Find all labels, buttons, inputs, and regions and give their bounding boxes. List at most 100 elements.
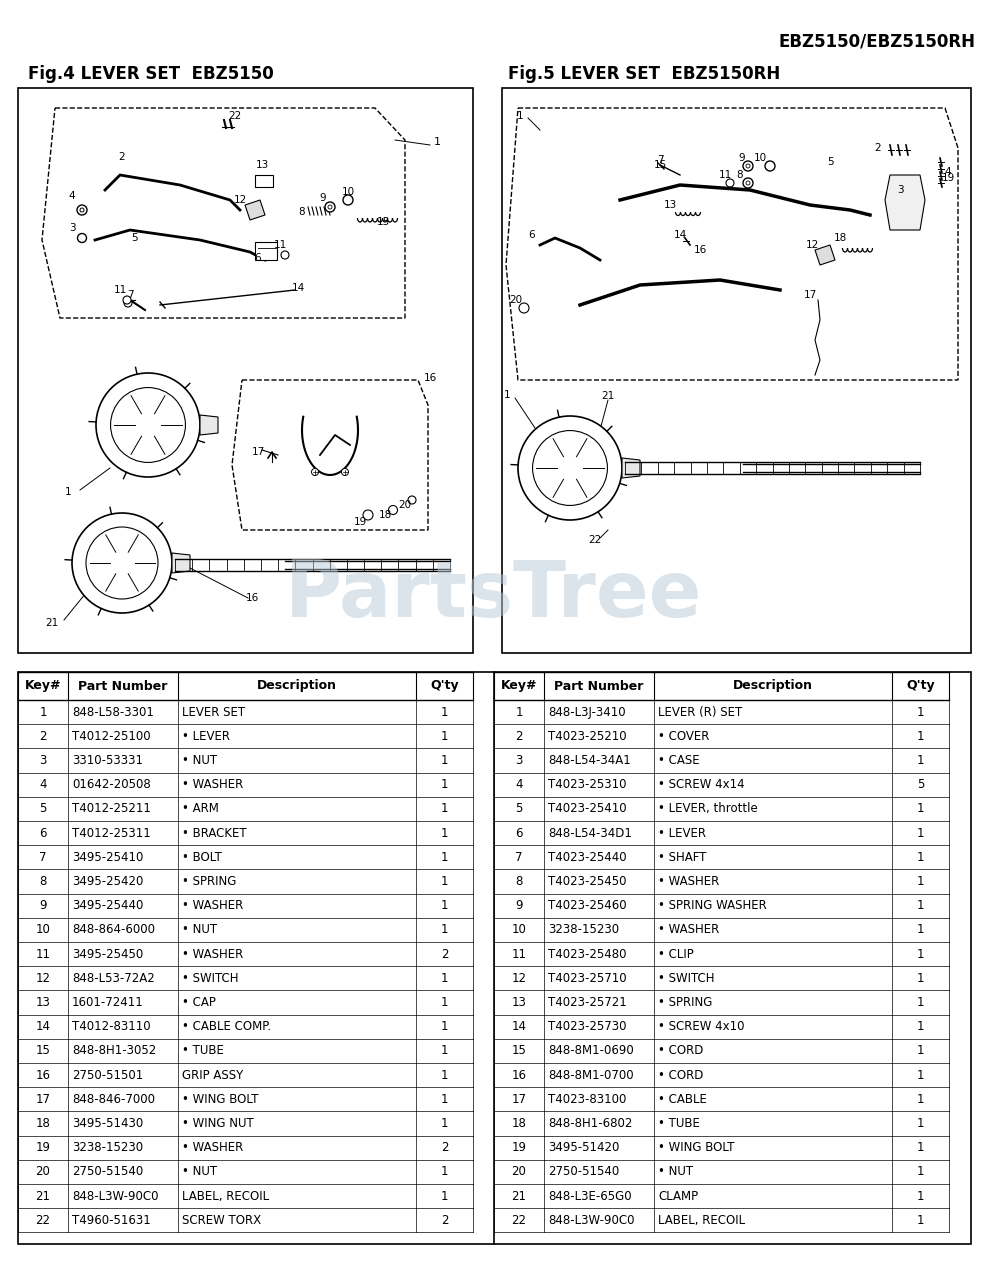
Text: 3495-25450: 3495-25450 [72,947,143,960]
Text: 12: 12 [805,241,819,250]
Text: 1: 1 [441,754,448,767]
Text: 3495-51430: 3495-51430 [72,1117,143,1130]
Text: • WASHER: • WASHER [182,778,243,791]
Text: 1: 1 [441,899,448,913]
Text: 1: 1 [917,947,925,960]
Text: 17: 17 [251,447,265,457]
Text: • LEVER: • LEVER [658,827,706,840]
Text: 16: 16 [36,1069,50,1082]
Text: 1: 1 [441,1069,448,1082]
Text: • CORD: • CORD [658,1044,703,1057]
Text: 1: 1 [441,923,448,937]
Text: 19: 19 [942,173,954,183]
Text: 1: 1 [917,827,925,840]
Text: 1: 1 [917,730,925,742]
Text: 848-846-7000: 848-846-7000 [72,1093,155,1106]
Text: • BRACKET: • BRACKET [182,827,246,840]
Text: LEVER SET: LEVER SET [182,705,245,718]
Polygon shape [172,553,190,573]
Text: • WING BOLT: • WING BOLT [658,1142,735,1155]
Circle shape [389,506,398,515]
Circle shape [123,296,131,303]
Text: T4012-25211: T4012-25211 [72,803,151,815]
Text: 1: 1 [917,923,925,937]
Text: • BOLT: • BOLT [182,851,222,864]
Text: 6: 6 [515,827,523,840]
Text: 15: 15 [511,1044,526,1057]
Text: 3495-25440: 3495-25440 [72,899,143,913]
Circle shape [408,495,416,504]
Text: 1: 1 [441,803,448,815]
Text: 11: 11 [36,947,50,960]
Text: 848-L58-3301: 848-L58-3301 [72,705,154,718]
Text: 15: 15 [36,1044,50,1057]
Text: 1: 1 [917,1069,925,1082]
Text: • SPRING WASHER: • SPRING WASHER [658,899,766,913]
Text: 1: 1 [917,1117,925,1130]
Text: 20: 20 [511,1165,526,1179]
Text: 20: 20 [399,500,411,509]
Text: 2750-51540: 2750-51540 [548,1165,619,1179]
Bar [255,242,277,260]
Text: 18: 18 [511,1117,526,1130]
Text: • SPRING: • SPRING [182,876,236,888]
Text: 21: 21 [36,1189,50,1203]
Bar [502,88,971,653]
Text: 1: 1 [441,1020,448,1033]
Circle shape [746,180,750,186]
Text: • CORD: • CORD [658,1069,703,1082]
Text: 1: 1 [917,899,925,913]
Text: 848-8H1-6802: 848-8H1-6802 [548,1117,632,1130]
Text: LABEL, RECOIL: LABEL, RECOIL [658,1213,745,1226]
Text: 15: 15 [377,218,390,227]
Text: 848-L54-34D1: 848-L54-34D1 [548,827,632,840]
Text: 1: 1 [516,111,523,122]
Text: 3238-15230: 3238-15230 [548,923,619,937]
Circle shape [363,509,373,520]
Text: • WASHER: • WASHER [182,947,243,960]
Text: 6: 6 [40,827,46,840]
Text: • LEVER, throttle: • LEVER, throttle [658,803,758,815]
Text: 5: 5 [515,803,523,815]
Circle shape [72,513,172,613]
Text: 18: 18 [379,509,392,520]
Text: 17: 17 [36,1093,50,1106]
Text: 2: 2 [874,143,881,154]
Text: • WASHER: • WASHER [658,876,719,888]
Text: T4023-25210: T4023-25210 [548,730,627,742]
Text: 848-L54-34A1: 848-L54-34A1 [548,754,631,767]
Text: 10: 10 [36,923,50,937]
Text: 3495-25410: 3495-25410 [72,851,143,864]
Text: 6: 6 [529,230,535,241]
Text: Fig.4 LEVER SET  EBZ5150: Fig.4 LEVER SET EBZ5150 [28,65,274,83]
Text: 1: 1 [64,486,71,497]
Text: 1: 1 [917,1165,925,1179]
Text: • WING BOLT: • WING BOLT [182,1093,258,1106]
Text: • ARM: • ARM [182,803,219,815]
Circle shape [343,195,353,205]
Text: T4023-25460: T4023-25460 [548,899,627,913]
Text: 1601-72411: 1601-72411 [72,996,143,1009]
Text: 4: 4 [40,778,46,791]
Text: 9: 9 [40,899,46,913]
Text: 5: 5 [917,778,924,791]
Text: 21: 21 [511,1189,526,1203]
Text: 2: 2 [441,947,448,960]
Text: • CASE: • CASE [658,754,699,767]
Circle shape [743,161,753,172]
Text: • SHAFT: • SHAFT [658,851,706,864]
Text: 3: 3 [40,754,46,767]
Text: • NUT: • NUT [182,923,218,937]
Text: 13: 13 [511,996,526,1009]
Text: Key#: Key# [500,680,537,692]
Text: • NUT: • NUT [182,1165,218,1179]
Text: 8: 8 [299,207,306,218]
Text: 17: 17 [803,291,817,300]
Text: Part Number: Part Number [554,680,644,692]
Text: • WASHER: • WASHER [182,899,243,913]
Text: LABEL, RECOIL: LABEL, RECOIL [182,1189,269,1203]
Circle shape [77,205,87,215]
Text: 15: 15 [654,160,667,170]
Text: Description: Description [257,680,337,692]
Bar [494,672,949,700]
